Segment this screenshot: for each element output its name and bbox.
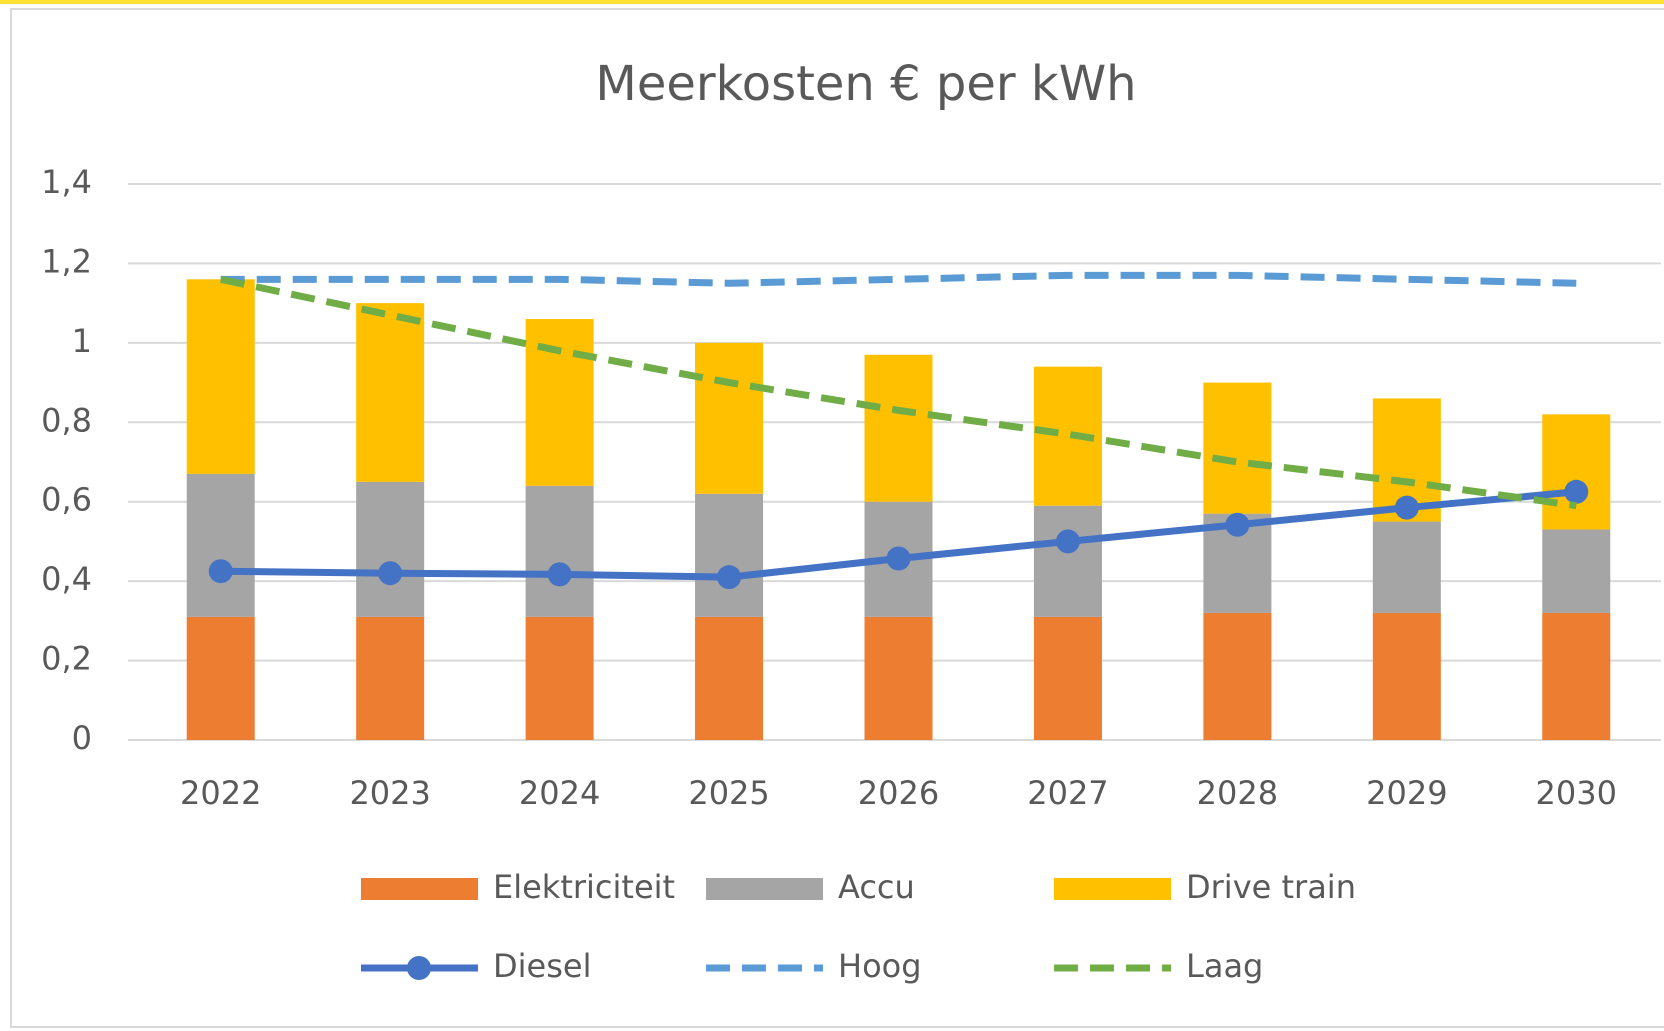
legend-label: Elektriciteit — [493, 868, 675, 906]
y-tick-label: 0,6 — [41, 481, 92, 519]
x-tick-label: 2024 — [519, 774, 600, 812]
line-marker — [208, 559, 233, 584]
bar — [186, 473, 255, 617]
legend-label: Drive train — [1186, 868, 1356, 906]
legend-label: Laag — [1186, 947, 1263, 985]
lines — [208, 271, 1589, 590]
y-tick-label: 0,2 — [41, 640, 92, 678]
line-laag — [219, 275, 1577, 510]
bar — [1372, 612, 1441, 740]
x-tick-label: 2023 — [349, 774, 430, 812]
legend-marker — [407, 956, 431, 980]
x-tick-label: 2028 — [1197, 774, 1278, 812]
bar — [356, 303, 425, 482]
top-strip — [0, 0, 1664, 4]
legend: Elektriciteit Accu Drive train Diesel Hoog La… — [361, 868, 1356, 985]
y-tick-label: 0 — [72, 719, 92, 757]
line-marker — [1225, 512, 1250, 537]
y-tick-label: 1,2 — [41, 242, 92, 280]
x-tick-label: 2029 — [1366, 774, 1447, 812]
bar — [864, 616, 933, 740]
bar — [1203, 612, 1272, 740]
bar — [695, 342, 764, 494]
chart-title: Meerkosten € per kWh — [595, 56, 1136, 112]
bar — [525, 485, 594, 617]
line-marker — [1394, 495, 1419, 520]
bar — [695, 616, 764, 740]
y-tick-label: 0,4 — [41, 560, 92, 598]
x-tick-label: 2025 — [688, 774, 769, 812]
bar — [1203, 382, 1272, 514]
legend-label: Accu — [838, 868, 915, 906]
line-marker — [547, 562, 572, 587]
bar — [864, 354, 933, 502]
bar — [186, 616, 255, 740]
y-tick-label: 1 — [72, 322, 92, 360]
line-marker — [886, 546, 911, 571]
legend-swatch — [1054, 878, 1171, 900]
legend-label: Hoog — [838, 947, 922, 985]
legend-label: Diesel — [493, 947, 591, 985]
bar — [1542, 529, 1611, 613]
line-marker — [1055, 529, 1080, 554]
legend-swatch — [361, 878, 478, 900]
bar — [1372, 521, 1441, 613]
x-tick-label: 2030 — [1536, 774, 1617, 812]
bar — [1542, 414, 1611, 530]
line-marker — [717, 565, 742, 590]
x-tick-label: 2026 — [858, 774, 939, 812]
line-marker — [378, 561, 403, 586]
y-tick-label: 1,4 — [41, 163, 92, 201]
bar — [1033, 616, 1102, 740]
bar — [1033, 505, 1102, 617]
bar — [695, 493, 764, 617]
y-tick-label: 0,8 — [41, 401, 92, 439]
bar — [1542, 612, 1611, 740]
x-tick-label: 2022 — [180, 774, 261, 812]
bar — [356, 616, 425, 740]
bar — [356, 481, 425, 617]
bar — [525, 616, 594, 740]
bars — [186, 279, 1611, 740]
x-tick-label: 2027 — [1027, 774, 1108, 812]
bar — [186, 279, 255, 474]
line-marker — [1564, 479, 1589, 504]
line-hoog — [220, 271, 1577, 287]
legend-swatch — [706, 878, 823, 900]
bar — [525, 319, 594, 486]
